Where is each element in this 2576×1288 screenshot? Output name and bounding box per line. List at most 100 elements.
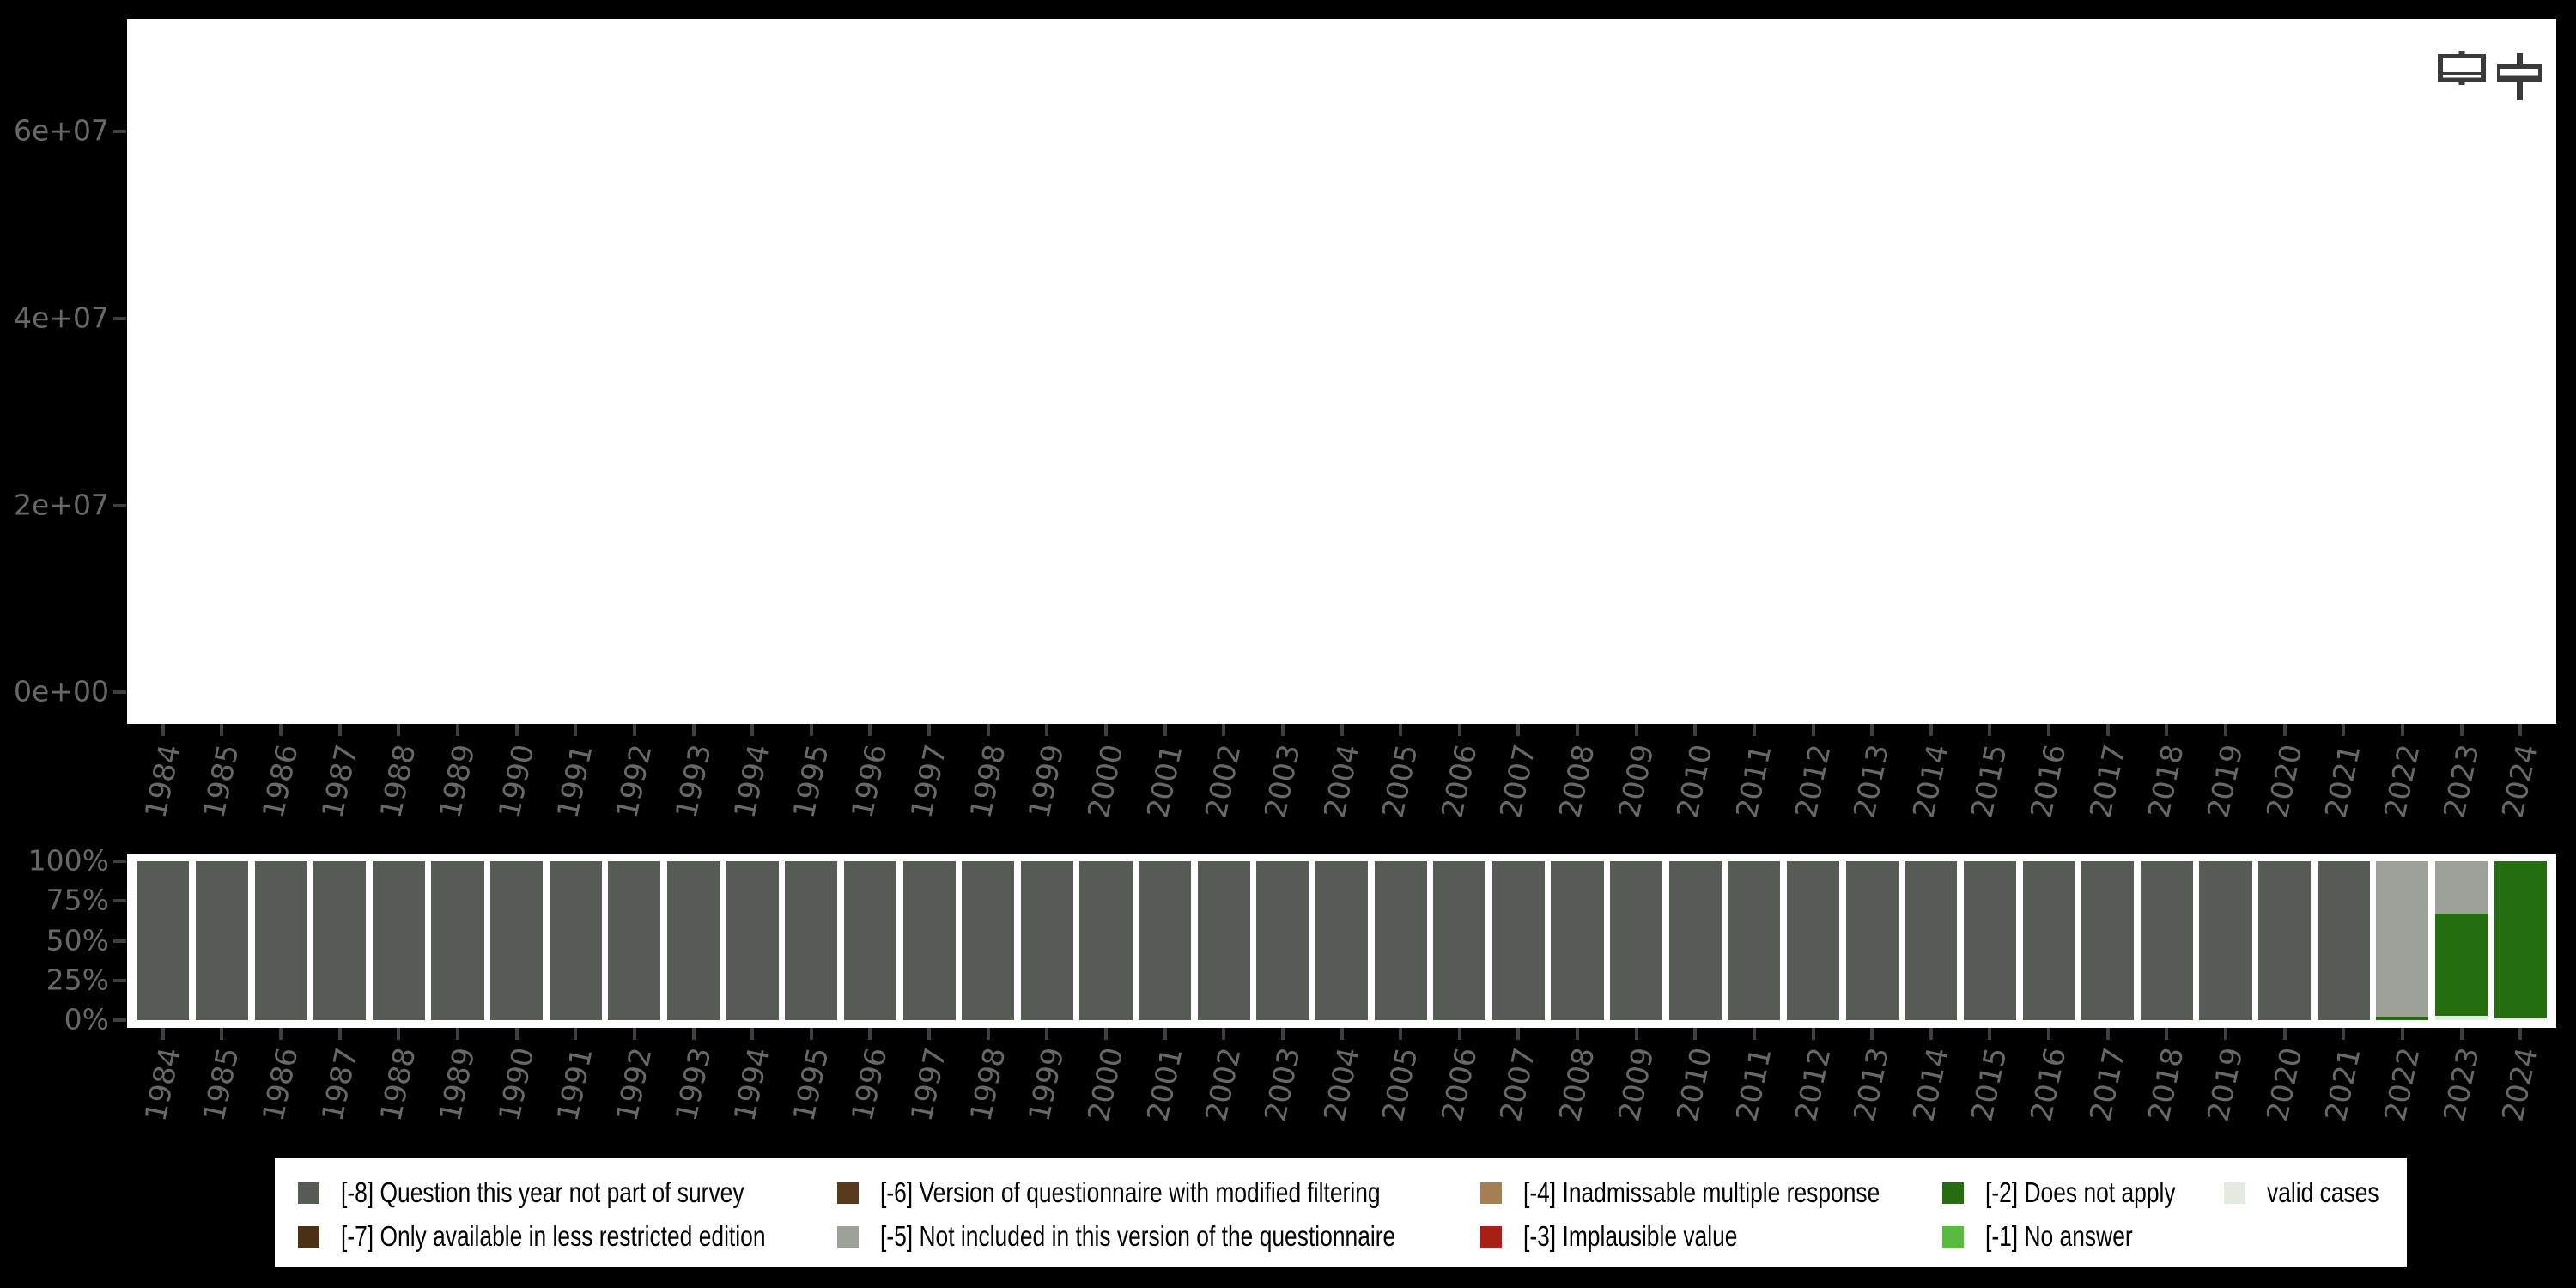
top-x-axis-year-label: 2000 [1081, 741, 1131, 822]
top-y-axis-tick-label: 4e+07 [14, 301, 109, 335]
bottom-x-axis-year-label: 2002 [1199, 1044, 1249, 1125]
bar-segment [2376, 861, 2429, 1017]
bar-segment [549, 861, 602, 1020]
top-y-axis-tick-mark [113, 503, 126, 507]
stacked-bar [843, 861, 896, 1020]
bottom-x-axis-year-label: 1999 [1022, 1044, 1072, 1125]
bar-segment [2434, 861, 2488, 914]
top-x-axis-year-label: 1990 [492, 741, 542, 822]
bottom-x-axis-tick-mark [397, 1028, 401, 1040]
stacked-bar [962, 861, 1015, 1020]
bar-segment [1610, 861, 1663, 1020]
stacked-bar [1610, 861, 1663, 1020]
bottom-x-axis-tick-mark [2223, 1028, 2227, 1040]
bar-segment [2081, 861, 2135, 1020]
top-x-axis-tick-mark [809, 724, 813, 736]
legend-swatch [1480, 1226, 1502, 1248]
legend-label: [-3] Implausible value [1523, 1219, 1738, 1252]
bar-segment [1197, 861, 1250, 1020]
top-x-axis-year-label: 2011 [1729, 741, 1779, 822]
top-x-axis-year-label: 2006 [1435, 741, 1485, 822]
stacked-bar [902, 861, 956, 1020]
bottom-x-axis-year-label: 2009 [1612, 1044, 1662, 1125]
bar-segment [962, 861, 1015, 1020]
bar-segment [2494, 1018, 2547, 1020]
stacked-bar [431, 861, 484, 1020]
bottom-x-axis-tick-mark [2165, 1028, 2169, 1040]
legend-swatch [1942, 1182, 1964, 1204]
legend [275, 1158, 2407, 1267]
top-x-axis-year-label: 1998 [963, 741, 1013, 822]
legend-swatch [837, 1182, 859, 1204]
top-x-axis-year-label: 1987 [315, 741, 365, 822]
legend-swatch [298, 1182, 319, 1204]
bar-segment [2140, 861, 2193, 1020]
bottom-x-axis-tick-mark [1222, 1028, 1226, 1040]
legend-label: [-4] Inadmissable multiple response [1523, 1176, 1880, 1208]
legend-label: [-2] Does not apply [1985, 1176, 2176, 1208]
top-x-axis-tick-mark [2047, 724, 2051, 736]
stacked-bar [1551, 861, 1604, 1020]
bottom-x-axis-year-label: 1984 [138, 1044, 188, 1125]
bar-segment [490, 861, 544, 1020]
top-x-axis-year-label: 2023 [2436, 741, 2487, 822]
boxplot-whiskers-icon[interactable] [2497, 53, 2542, 100]
bar-segment [902, 861, 956, 1020]
top-x-axis-year-label: 2007 [1493, 741, 1543, 822]
bottom-x-axis-year-label: 2013 [1847, 1044, 1897, 1125]
stacked-bar [2434, 861, 2488, 1020]
top-x-axis-tick-mark [279, 724, 283, 736]
bottom-x-axis-tick-mark [2459, 1028, 2464, 1040]
stacked-bar [1256, 861, 1309, 1020]
top-x-axis-tick-mark [574, 724, 578, 736]
bar-segment [2494, 861, 2547, 1018]
bottom-y-axis-tick-label: 0% [64, 1002, 109, 1036]
bottom-x-axis-tick-mark [2400, 1028, 2404, 1040]
top-x-axis-tick-mark [397, 724, 401, 736]
top-x-axis-tick-mark [1457, 724, 1461, 736]
bottom-x-axis-year-label: 2000 [1081, 1044, 1131, 1125]
bottom-x-axis-year-label: 2023 [2436, 1044, 2487, 1125]
stacked-bar [490, 861, 544, 1020]
stacked-bar [1374, 861, 1427, 1020]
bottom-x-axis-year-label: 2010 [1670, 1044, 1720, 1125]
top-x-axis-year-label: 1993 [668, 741, 719, 822]
boxplot-icon[interactable] [2438, 51, 2486, 85]
bar-segment [1905, 861, 1958, 1020]
bottom-x-axis-tick-mark [161, 1028, 165, 1040]
stacked-bar [1905, 861, 1958, 1020]
bar-segment [2022, 861, 2075, 1020]
stacked-bar [1963, 861, 2016, 1020]
legend-label: valid cases [2267, 1176, 2379, 1208]
top-x-axis-year-label: 1999 [1022, 741, 1072, 822]
bottom-y-axis-tick-label: 50% [46, 923, 109, 957]
top-x-axis-year-label: 2004 [1316, 741, 1367, 822]
stacked-bar [1197, 861, 1250, 1020]
bottom-x-axis-tick-mark [2105, 1028, 2110, 1040]
bottom-x-axis-tick-mark [456, 1028, 460, 1040]
top-x-axis-tick-mark [1870, 724, 1874, 736]
bottom-x-axis-tick-mark [1516, 1028, 1521, 1040]
bar-segment [843, 861, 896, 1020]
stacked-bar [1845, 861, 1899, 1020]
top-x-axis-year-label: 1985 [197, 741, 247, 822]
bottom-x-axis-year-label: 1994 [727, 1044, 777, 1125]
stacked-bar [608, 861, 661, 1020]
top-x-axis-year-label: 2008 [1552, 741, 1602, 822]
bottom-x-axis-tick-mark [1045, 1028, 1049, 1040]
bottom-x-axis-tick-mark [1870, 1028, 1874, 1040]
bottom-x-axis-tick-mark [220, 1028, 224, 1040]
top-x-axis-tick-mark [456, 724, 460, 736]
legend-label: [-6] Version of questionnaire with modif… [880, 1176, 1381, 1208]
top-x-axis-tick-mark [1516, 724, 1521, 736]
bottom-x-axis-year-label: 1988 [374, 1044, 423, 1125]
top-x-axis-year-label: 2021 [2318, 741, 2368, 822]
top-x-axis-tick-mark [1222, 724, 1226, 736]
top-x-axis-year-label: 2009 [1612, 741, 1662, 822]
bottom-x-axis-year-label: 2008 [1552, 1044, 1602, 1125]
bottom-x-axis-year-label: 1985 [197, 1044, 247, 1125]
bar-segment [726, 861, 779, 1020]
top-x-axis-tick-mark [1929, 724, 1933, 736]
stacked-bar [313, 861, 367, 1020]
